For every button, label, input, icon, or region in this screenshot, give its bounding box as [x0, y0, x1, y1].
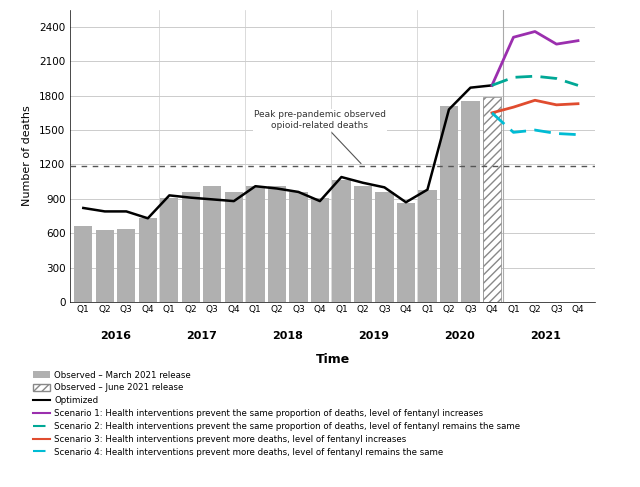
Bar — [289, 192, 308, 302]
Bar — [268, 186, 286, 302]
Bar — [483, 97, 501, 302]
Bar — [440, 106, 458, 302]
Bar — [117, 228, 136, 302]
Bar — [483, 98, 501, 302]
Bar — [354, 186, 372, 302]
Text: 2020: 2020 — [444, 331, 475, 341]
Text: 2019: 2019 — [358, 331, 389, 341]
Bar — [311, 198, 329, 302]
Y-axis label: Number of deaths: Number of deaths — [22, 106, 33, 206]
Bar — [74, 226, 92, 302]
Bar — [95, 230, 114, 302]
Text: 2021: 2021 — [531, 331, 561, 341]
Legend: Observed – March 2021 release, Observed – June 2021 release, Optimized, Scenario: Observed – March 2021 release, Observed … — [33, 371, 520, 457]
Text: 2017: 2017 — [186, 331, 217, 341]
Bar — [182, 192, 200, 302]
Bar — [225, 192, 243, 302]
Bar — [461, 101, 479, 302]
Bar — [160, 198, 179, 302]
Bar — [332, 181, 351, 302]
Bar — [139, 218, 157, 302]
Bar — [204, 186, 221, 302]
Text: Peak pre-pandemic observed
opioid-related deaths: Peak pre-pandemic observed opioid-relate… — [254, 111, 386, 164]
Bar — [375, 192, 394, 302]
Bar — [246, 186, 264, 302]
Text: 2018: 2018 — [272, 331, 303, 341]
Bar — [419, 189, 436, 302]
X-axis label: Time: Time — [316, 353, 350, 366]
Bar — [397, 204, 415, 302]
Text: 2016: 2016 — [100, 331, 131, 341]
